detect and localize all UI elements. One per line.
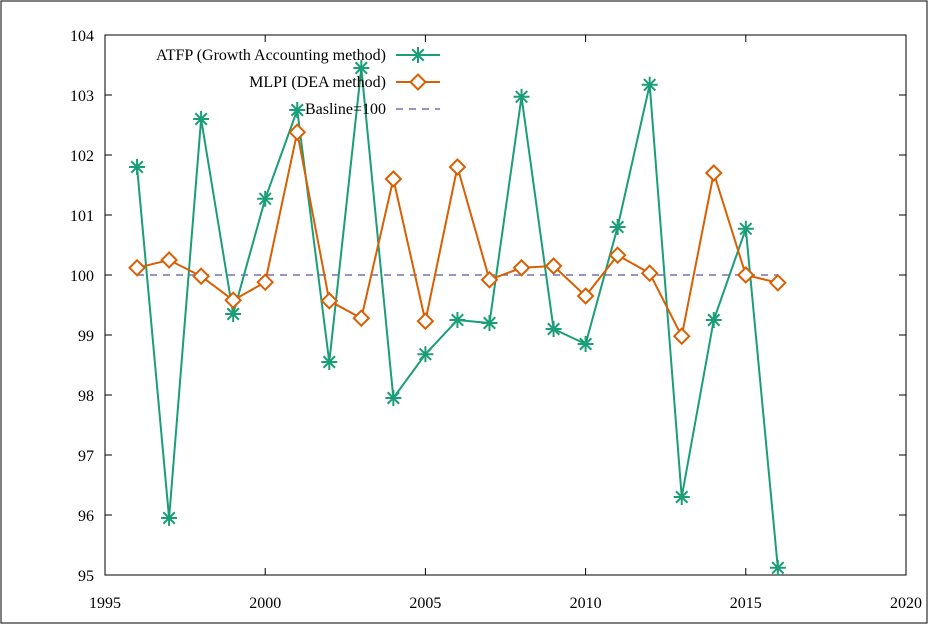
data-point-diamond [576,287,595,305]
data-point-star [417,346,434,363]
star-stroke [290,103,304,117]
y-tick-label: 101 [70,208,94,225]
data-point-star [289,102,306,118]
series-mlpi [128,123,787,346]
star-stroke [547,322,561,336]
star-stroke [354,61,368,75]
x-tick-label: 2010 [570,595,602,612]
legend-marker-diamond [409,73,427,91]
x-tick-label: 2015 [730,595,762,612]
data-point-star [129,159,146,175]
data-point-diamond [768,273,787,292]
x-tick-label: 2020 [890,595,922,612]
data-point-star [513,88,530,105]
data-point-diamond [256,273,275,292]
data-point-diamond [640,264,659,283]
x-tick-label: 2005 [409,595,441,612]
star-stroke [450,313,464,327]
data-point-diamond [480,270,499,289]
star-stroke [515,90,528,104]
data-point-star [449,312,466,328]
y-tick-label: 95 [78,568,94,585]
star-stroke [611,220,625,234]
legend-label: Basline=100 [305,101,386,118]
series [128,60,787,576]
x-tick-label: 2000 [249,595,281,612]
star-stroke [130,160,144,174]
data-point-diamond [736,266,755,284]
data-point-star [353,60,370,76]
data-point-diamond [192,267,211,286]
star-stroke [258,192,272,206]
y-tick-label: 97 [78,448,94,465]
y-tick-label: 103 [70,88,94,105]
data-point-star [769,559,786,576]
data-point-star [609,219,626,235]
data-point-star [673,489,690,505]
data-point-star [641,76,658,93]
data-point-star [385,390,402,406]
star-stroke [579,337,593,351]
star-stroke [162,511,176,525]
star-stroke [739,222,753,236]
star-stroke [643,78,657,92]
y-tick-label: 98 [78,388,94,405]
star-stroke [418,347,432,361]
star-stroke [386,391,400,405]
y-tick-label: 102 [70,148,94,165]
data-point-diamond [128,258,146,277]
y-tick-label: 100 [70,268,94,285]
data-point-star [321,354,338,370]
legend-label: ATFP (Growth Accounting method) [156,47,386,64]
data-point-diamond [544,257,563,275]
legend: ATFP (Growth Accounting method) MLPI (DEA… [156,47,440,118]
data-point-diamond [320,291,339,310]
y-tick-label: 99 [78,328,94,345]
data-point-diamond [224,291,243,310]
data-point-diamond [672,327,691,346]
star-stroke [483,316,496,330]
star-stroke [675,490,689,504]
plot-frame [104,34,907,576]
data-point-star [161,510,178,526]
star-stroke [771,561,785,575]
data-point-diamond [512,258,531,277]
star-stroke [194,112,208,126]
star-stroke [411,48,425,62]
star-stroke [322,355,336,369]
data-point-diamond [352,309,371,328]
series-atfp [129,60,786,576]
data-point-star [577,336,594,352]
legend-marker-star [410,47,426,63]
data-point-diamond [448,158,467,176]
legend-label: MLPI (DEA method) [249,74,386,91]
star-stroke [226,307,240,321]
data-point-star [705,312,722,328]
data-point-diamond [416,312,435,331]
x-tick-label: 1995 [89,595,121,612]
data-point-diamond [160,251,178,269]
data-point-star [481,315,498,331]
data-point-diamond [288,123,307,142]
data-point-diamond [608,246,627,265]
data-point-star [193,111,210,127]
y-tick-label: 96 [78,508,94,525]
tick-labels: 1995 2000 2005 2010 2015 2020 95 96 97 98 99 100 101… [70,28,922,612]
star-stroke [707,313,721,327]
y-tick-label: 104 [70,28,94,45]
data-point-star [737,220,754,237]
data-point-diamond [384,170,403,188]
data-point-star [545,321,562,337]
data-point-star [257,190,274,207]
data-point-diamond [704,164,723,182]
